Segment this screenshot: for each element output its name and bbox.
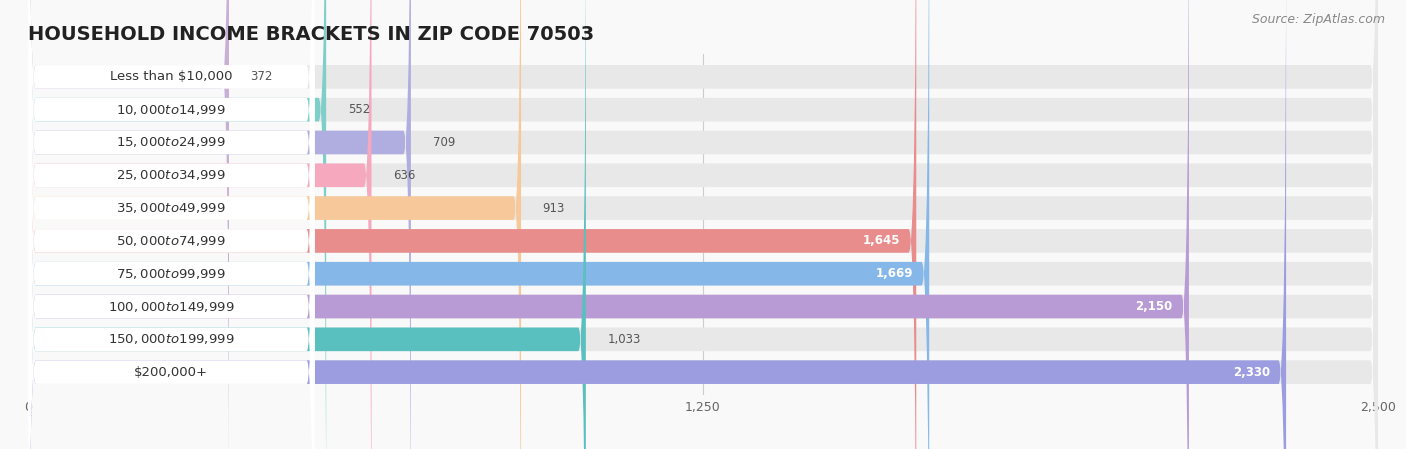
FancyBboxPatch shape: [28, 0, 586, 449]
FancyBboxPatch shape: [28, 0, 315, 449]
Text: 1,669: 1,669: [876, 267, 912, 280]
Text: $35,000 to $49,999: $35,000 to $49,999: [117, 201, 226, 215]
FancyBboxPatch shape: [28, 0, 315, 449]
FancyBboxPatch shape: [28, 0, 1378, 449]
Text: $75,000 to $99,999: $75,000 to $99,999: [117, 267, 226, 281]
FancyBboxPatch shape: [28, 0, 371, 449]
Text: $50,000 to $74,999: $50,000 to $74,999: [117, 234, 226, 248]
FancyBboxPatch shape: [28, 0, 315, 449]
FancyBboxPatch shape: [28, 0, 326, 449]
FancyBboxPatch shape: [28, 0, 315, 449]
Text: HOUSEHOLD INCOME BRACKETS IN ZIP CODE 70503: HOUSEHOLD INCOME BRACKETS IN ZIP CODE 70…: [28, 25, 595, 44]
FancyBboxPatch shape: [28, 0, 315, 449]
FancyBboxPatch shape: [28, 0, 1378, 449]
FancyBboxPatch shape: [28, 0, 1378, 449]
Text: 2,330: 2,330: [1233, 365, 1270, 379]
FancyBboxPatch shape: [28, 0, 315, 449]
Text: $10,000 to $14,999: $10,000 to $14,999: [117, 103, 226, 117]
FancyBboxPatch shape: [28, 0, 929, 449]
Text: Less than $10,000: Less than $10,000: [110, 70, 232, 84]
Text: 1,645: 1,645: [862, 234, 900, 247]
FancyBboxPatch shape: [28, 0, 315, 449]
FancyBboxPatch shape: [28, 0, 522, 449]
FancyBboxPatch shape: [28, 0, 1378, 449]
FancyBboxPatch shape: [28, 0, 917, 449]
Text: $15,000 to $24,999: $15,000 to $24,999: [117, 136, 226, 150]
FancyBboxPatch shape: [28, 0, 1378, 449]
FancyBboxPatch shape: [28, 0, 315, 449]
FancyBboxPatch shape: [28, 0, 1378, 449]
FancyBboxPatch shape: [28, 0, 411, 449]
FancyBboxPatch shape: [28, 0, 315, 449]
Text: 552: 552: [347, 103, 370, 116]
Text: 1,033: 1,033: [607, 333, 641, 346]
Text: 2,150: 2,150: [1136, 300, 1173, 313]
Text: $150,000 to $199,999: $150,000 to $199,999: [108, 332, 235, 346]
Text: 913: 913: [543, 202, 565, 215]
Text: $25,000 to $34,999: $25,000 to $34,999: [117, 168, 226, 182]
Text: 636: 636: [394, 169, 415, 182]
Text: 709: 709: [433, 136, 456, 149]
FancyBboxPatch shape: [28, 0, 1286, 449]
FancyBboxPatch shape: [28, 0, 1378, 449]
FancyBboxPatch shape: [28, 0, 1378, 449]
FancyBboxPatch shape: [28, 0, 1189, 449]
Text: 372: 372: [250, 70, 273, 84]
FancyBboxPatch shape: [28, 0, 1378, 449]
Text: $200,000+: $200,000+: [134, 365, 208, 379]
FancyBboxPatch shape: [28, 0, 229, 449]
Text: $100,000 to $149,999: $100,000 to $149,999: [108, 299, 235, 313]
FancyBboxPatch shape: [28, 0, 1378, 449]
FancyBboxPatch shape: [28, 0, 315, 449]
Text: Source: ZipAtlas.com: Source: ZipAtlas.com: [1251, 13, 1385, 26]
